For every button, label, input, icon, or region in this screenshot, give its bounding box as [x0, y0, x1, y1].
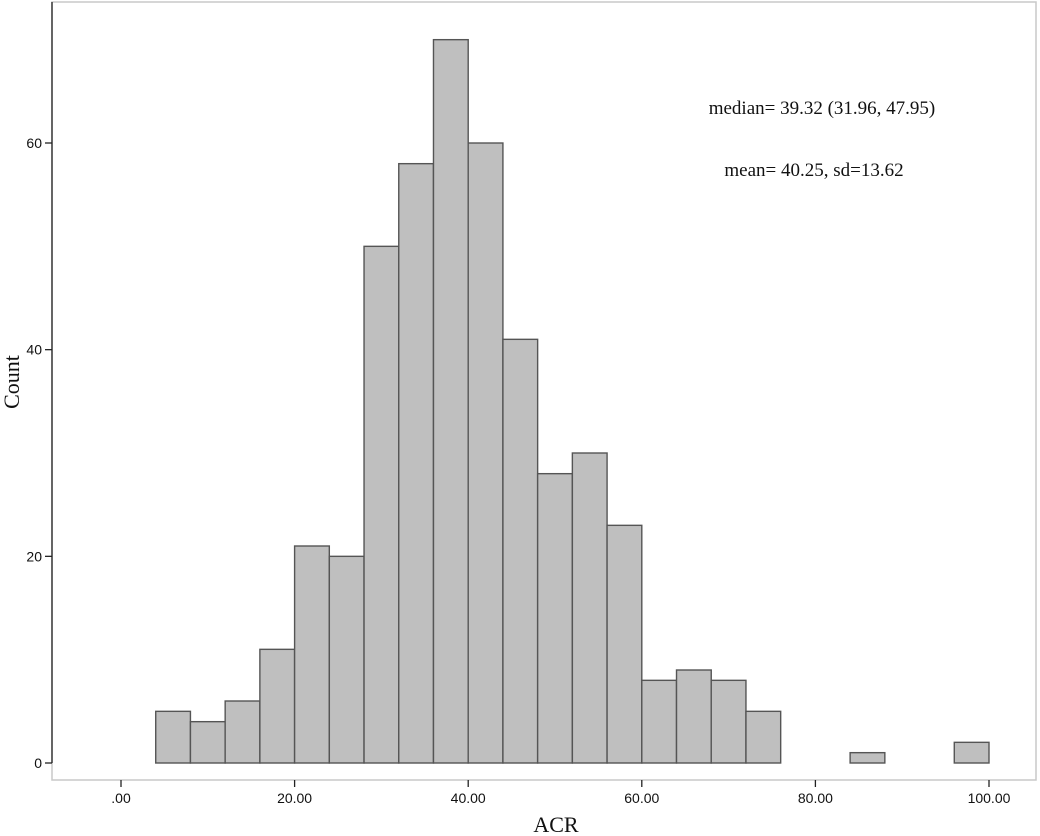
annotation-mean: mean= 40.25, sd=13.62	[724, 160, 903, 181]
y-ticks-group: 0 20 40 60	[26, 135, 52, 771]
bar-2	[224, 700, 261, 764]
bar-4	[293, 545, 331, 764]
x-tick-label-2: 40.00	[451, 790, 486, 806]
x-ticks-group: .00 20.00 40.00 60.00 80.00 100.00	[111, 780, 1011, 806]
x-tick-label-1: 20.00	[277, 790, 312, 806]
bar-11	[536, 472, 574, 764]
x-tick-label-0: .00	[111, 790, 131, 806]
bar-5	[328, 555, 365, 764]
bar-12	[571, 452, 608, 764]
bar-10	[502, 338, 539, 764]
bars-group	[155, 38, 990, 764]
bar-18	[849, 751, 886, 764]
bar-17	[745, 710, 782, 764]
bar-0	[155, 710, 192, 764]
bar-14	[641, 679, 678, 764]
bar-9	[467, 142, 504, 764]
bar-16	[710, 679, 747, 764]
bar-19	[953, 741, 990, 764]
bar-13	[606, 524, 643, 764]
bar-15	[675, 669, 712, 764]
y-tick-label-1: 20	[26, 548, 42, 564]
x-tick-label-4: 80.00	[798, 790, 833, 806]
y-tick-label-3: 60	[26, 135, 42, 151]
y-tick-label-0: 0	[34, 755, 42, 771]
x-axis-title: ACR	[533, 812, 579, 836]
y-tick-label-2: 40	[26, 342, 42, 358]
bar-7	[398, 162, 435, 764]
y-axis-title: Count	[0, 355, 24, 409]
bar-8	[432, 38, 469, 764]
bar-1	[189, 720, 226, 764]
bar-6	[363, 245, 400, 764]
x-tick-label-5: 100.00	[968, 790, 1011, 806]
x-tick-label-3: 60.00	[624, 790, 659, 806]
bar-3	[259, 648, 296, 764]
annotation-median: median= 39.32 (31.96, 47.95)	[709, 98, 936, 119]
